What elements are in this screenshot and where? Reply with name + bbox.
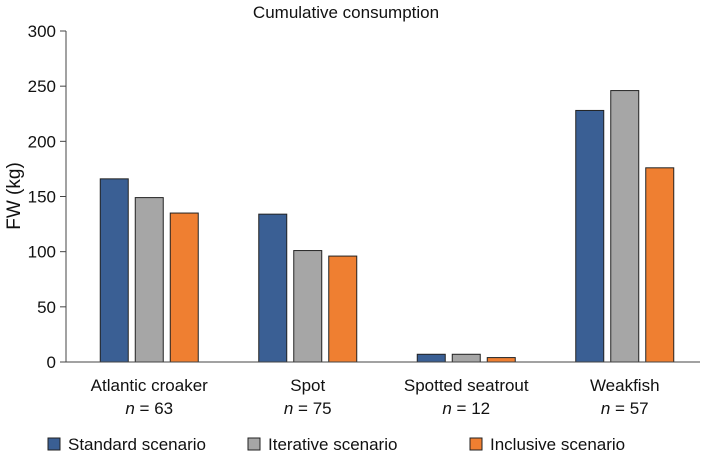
sample-size-value: = 57: [610, 399, 648, 418]
legend: Standard scenario Iterative scenario Inclu…: [47, 435, 625, 454]
legend-label: Inclusive scenario: [490, 435, 625, 454]
bars-group: [99, 90, 675, 363]
y-axis-title: FW (kg): [4, 162, 25, 230]
bar-standard-scenario-atlantic-croaker: [99, 178, 129, 363]
y-tick-label: 300: [28, 22, 56, 41]
bar-iterative-scenario-spotted-seatrout: [451, 353, 481, 363]
bar-iterative-scenario-atlantic-croaker: [134, 197, 164, 363]
sample-size-symbol: n: [284, 399, 293, 418]
y-tick-label: 250: [28, 77, 56, 96]
y-tick-label: 200: [28, 132, 56, 151]
y-tick-label: 50: [37, 298, 56, 317]
bar-standard-scenario-spot: [258, 213, 288, 363]
x-category-sample-size: n = 12: [442, 399, 490, 418]
x-category-sample-size: n = 63: [125, 399, 173, 418]
y-tick-label: 150: [28, 188, 56, 207]
sample-size-value: = 75: [293, 399, 331, 418]
sample-size-value: = 63: [135, 399, 173, 418]
x-category-label: Atlantic croaker: [91, 376, 208, 395]
bar-inclusive-scenario-spot: [328, 255, 358, 363]
x-category-label: Spot: [290, 376, 325, 395]
bar-inclusive-scenario-spotted-seatrout: [486, 357, 516, 363]
sample-size-symbol: n: [125, 399, 134, 418]
x-category-sample-size: n = 75: [284, 399, 332, 418]
sample-size-symbol: n: [601, 399, 610, 418]
bar-standard-scenario-spotted-seatrout: [416, 353, 446, 363]
x-axis-labels: Atlantic croaker n = 63 Spot n = 75 Spotted …: [91, 376, 660, 418]
legend-label: Iterative scenario: [268, 435, 397, 454]
bar-standard-scenario-weakfish: [575, 109, 605, 363]
legend-label: Standard scenario: [68, 435, 206, 454]
legend-swatch: [47, 437, 61, 451]
y-axis-ticks: 0 50 100 150 200 250 300: [28, 22, 66, 372]
y-tick-label: 0: [47, 353, 56, 372]
sample-size-value: = 12: [452, 399, 490, 418]
bar-iterative-scenario-weakfish: [610, 90, 640, 363]
legend-swatch: [469, 437, 483, 451]
bar-iterative-scenario-spot: [293, 250, 323, 363]
legend-swatch: [247, 437, 261, 451]
sample-size-symbol: n: [442, 399, 451, 418]
chart-title: Cumulative consumption: [253, 3, 439, 22]
bar-inclusive-scenario-weakfish: [645, 167, 675, 363]
x-category-label: Weakfish: [590, 376, 660, 395]
y-tick-label: 100: [28, 243, 56, 262]
x-category-label: Spotted seatrout: [404, 376, 529, 395]
bar-inclusive-scenario-atlantic-croaker: [169, 212, 199, 363]
x-category-sample-size: n = 57: [601, 399, 649, 418]
